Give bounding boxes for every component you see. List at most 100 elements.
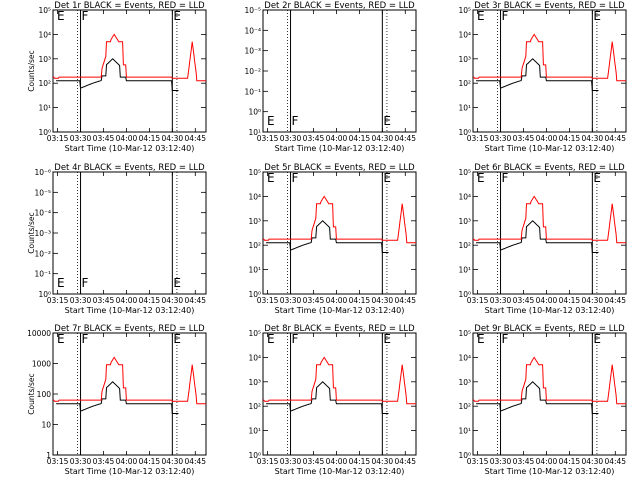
y-tick-label: 10⁵ <box>248 329 261 338</box>
x-tick-label: 03:30 <box>70 457 92 466</box>
x-tick-label: 03:45 <box>303 457 325 466</box>
x-tick-label: 04:45 <box>604 134 626 143</box>
x-tick-label: 04:30 <box>582 296 604 305</box>
x-tick-label: 04:45 <box>394 296 416 305</box>
y-tick-label: 10² <box>38 79 51 88</box>
plot-frame <box>52 332 207 456</box>
y-tick-label: 10¹ <box>248 266 261 275</box>
y-tick-label: 100 <box>37 390 52 399</box>
x-axis-label: Start Time (10-Mar-12 03:12:40) <box>485 144 615 153</box>
x-tick-label: 04:15 <box>559 457 581 466</box>
y-tick-label: 10² <box>458 241 471 250</box>
y-axis-label: Counts/sec <box>27 50 36 91</box>
x-tick-label: 03:30 <box>70 134 92 143</box>
series-lld-line <box>473 195 626 244</box>
x-tick-label: 03:15 <box>47 296 69 305</box>
marker-label: E <box>57 9 65 23</box>
panel-title: Det 4r BLACK = Events, RED = LLD <box>54 163 205 173</box>
x-tick-label: 04:45 <box>394 457 416 466</box>
y-tick-label: 10³ <box>248 217 261 226</box>
marker-label: F <box>82 276 89 290</box>
y-tick-label: 10³ <box>38 55 51 64</box>
marker-label: E <box>267 332 275 346</box>
plot-frame <box>52 171 207 295</box>
x-tick-label: 04:00 <box>116 457 138 466</box>
y-tick-label: 1000 <box>32 360 51 369</box>
series-events-line <box>266 220 389 253</box>
series-lld-line <box>473 356 626 405</box>
x-axis-label: Start Time (10-Mar-12 03:12:40) <box>65 306 195 315</box>
x-tick-label: 04:30 <box>582 134 604 143</box>
x-tick-label: 04:30 <box>162 296 184 305</box>
marker-label: E <box>477 171 485 185</box>
x-tick-label: 03:45 <box>513 134 535 143</box>
panel-title: Det 1r BLACK = Events, RED = LLD <box>54 1 205 11</box>
y-tick-label: 10⁻⁵ <box>244 6 261 15</box>
x-axis-label: Start Time (10-Mar-12 03:12:40) <box>275 144 405 153</box>
x-tick-label: 03:15 <box>467 457 489 466</box>
y-tick-label: 1 <box>46 451 51 460</box>
panel-title: Det 8r BLACK = Events, RED = LLD <box>264 324 415 334</box>
x-tick-label: 04:45 <box>394 134 416 143</box>
marker-label: F <box>292 114 299 128</box>
x-tick-label: 03:15 <box>257 134 279 143</box>
x-tick-label: 04:00 <box>326 296 348 305</box>
x-tick-label: 03:45 <box>93 457 115 466</box>
panel-title: Det 6r BLACK = Events, RED = LLD <box>474 163 625 173</box>
panel-title: Det 5r BLACK = Events, RED = LLD <box>264 163 415 173</box>
y-tick-label: 10³ <box>458 55 471 64</box>
y-tick-label: 10⁴ <box>248 353 261 362</box>
x-tick-label: 03:15 <box>257 296 279 305</box>
y-tick-label: 10² <box>248 402 261 411</box>
x-axis-label: Start Time (10-Mar-12 03:12:40) <box>65 144 195 153</box>
y-tick-label: 10⁻⁵ <box>34 188 51 197</box>
marker-label: E <box>267 114 275 128</box>
x-tick-label: 03:30 <box>280 296 302 305</box>
panel-title: Det 3r BLACK = Events, RED = LLD <box>474 1 625 11</box>
y-tick-label: 10¹ <box>458 104 471 113</box>
y-tick-label: 10000 <box>27 329 51 338</box>
marker-label: F <box>502 171 509 185</box>
x-tick-label: 04:00 <box>326 457 348 466</box>
y-tick-label: 10⁻¹ <box>244 87 261 96</box>
x-tick-label: 04:45 <box>184 134 206 143</box>
y-tick-label: 10⁻⁴ <box>34 209 51 218</box>
y-tick-label: 10³ <box>458 378 471 387</box>
y-tick-label: 10² <box>458 402 471 411</box>
marker-label: F <box>82 332 89 346</box>
x-tick-label: 04:30 <box>372 134 394 143</box>
x-tick-label: 04:15 <box>349 134 371 143</box>
x-tick-label: 03:30 <box>490 457 512 466</box>
panel-title: Det 2r BLACK = Events, RED = LLD <box>264 1 415 11</box>
x-tick-label: 03:15 <box>47 134 69 143</box>
series-events-line <box>56 58 179 91</box>
y-tick-label: 10⁰ <box>38 290 51 299</box>
x-tick-label: 04:00 <box>116 134 138 143</box>
x-axis-label: Start Time (10-Mar-12 03:12:40) <box>485 306 615 315</box>
y-tick-label: 10⁴ <box>248 192 261 201</box>
y-tick-label: 10⁵ <box>248 168 261 177</box>
x-axis-label: Start Time (10-Mar-12 03:12:40) <box>65 467 195 476</box>
y-tick-label: 10⁻⁴ <box>244 26 261 35</box>
x-tick-label: 04:45 <box>604 457 626 466</box>
x-tick-label: 03:45 <box>303 296 325 305</box>
y-tick-label: 10⁰ <box>458 451 471 460</box>
series-lld-line <box>263 356 416 405</box>
x-tick-label: 04:15 <box>139 134 161 143</box>
marker-label: F <box>502 9 509 23</box>
y-tick-label: 10⁻² <box>34 249 51 258</box>
series-lld-line <box>53 33 206 82</box>
x-tick-label: 03:45 <box>513 296 535 305</box>
x-tick-label: 04:30 <box>162 134 184 143</box>
y-axis-label: Counts/sec <box>27 212 36 253</box>
x-tick-label: 04:30 <box>372 457 394 466</box>
series-events-line <box>476 381 599 414</box>
x-axis-label: Start Time (10-Mar-12 03:12:40) <box>275 467 405 476</box>
y-tick-label: 10⁻³ <box>34 229 51 238</box>
